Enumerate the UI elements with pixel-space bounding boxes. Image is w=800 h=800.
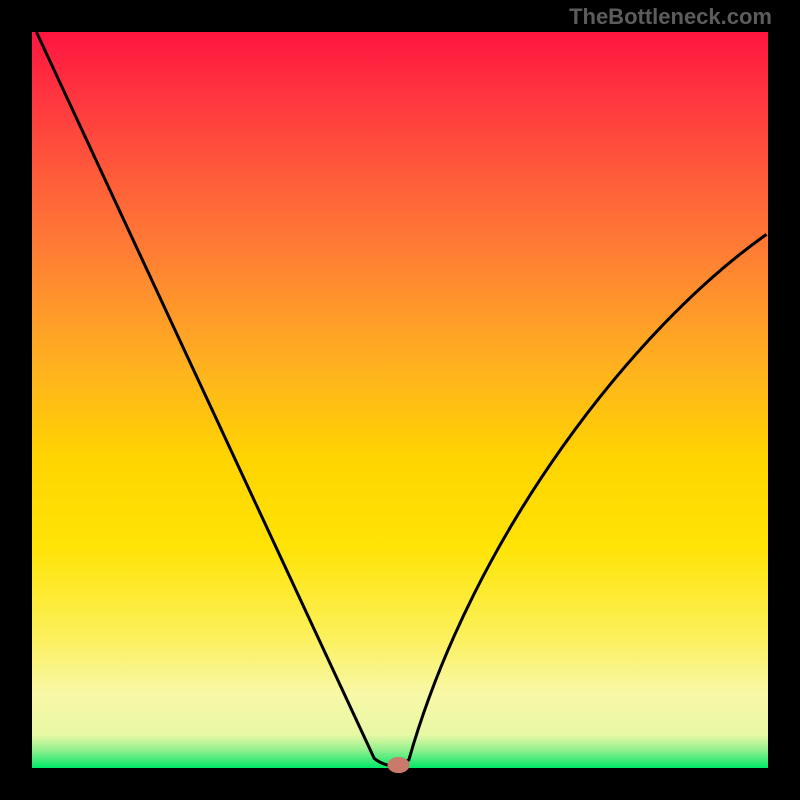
chart-container: TheBottleneck.com xyxy=(0,0,800,800)
watermark-text: TheBottleneck.com xyxy=(569,4,772,30)
curve-path xyxy=(36,32,766,765)
plot-area xyxy=(32,32,768,768)
bottleneck-curve xyxy=(32,32,768,768)
minimum-marker xyxy=(388,757,410,773)
